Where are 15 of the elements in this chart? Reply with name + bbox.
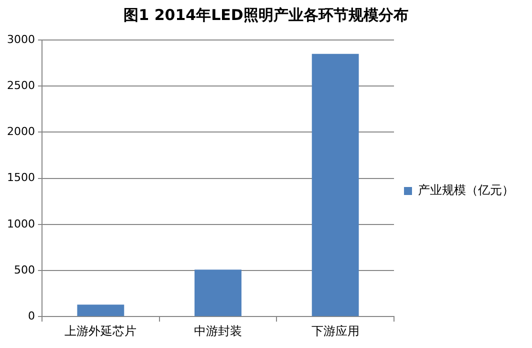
y-tick-label: 2000 xyxy=(6,125,35,138)
bar xyxy=(312,54,359,316)
y-tick-label: 0 xyxy=(28,309,35,322)
y-tick-label: 500 xyxy=(14,263,35,276)
bar xyxy=(77,304,124,316)
legend-label: 产业规模（亿元） xyxy=(418,183,514,198)
y-tick-label: 1000 xyxy=(6,217,35,230)
x-tick-label: 下游应用 xyxy=(311,324,360,338)
y-tick-label: 2500 xyxy=(6,78,35,92)
x-tick-label: 上游外延芯片 xyxy=(64,324,137,338)
chart-title: 图1 2014年LED照明产业各环节规模分布 xyxy=(122,6,410,25)
bar xyxy=(194,270,242,316)
x-tick-label: 中游封装 xyxy=(194,324,242,338)
y-tick-label: 3000 xyxy=(6,32,35,46)
y-tick-label: 1500 xyxy=(6,171,35,184)
